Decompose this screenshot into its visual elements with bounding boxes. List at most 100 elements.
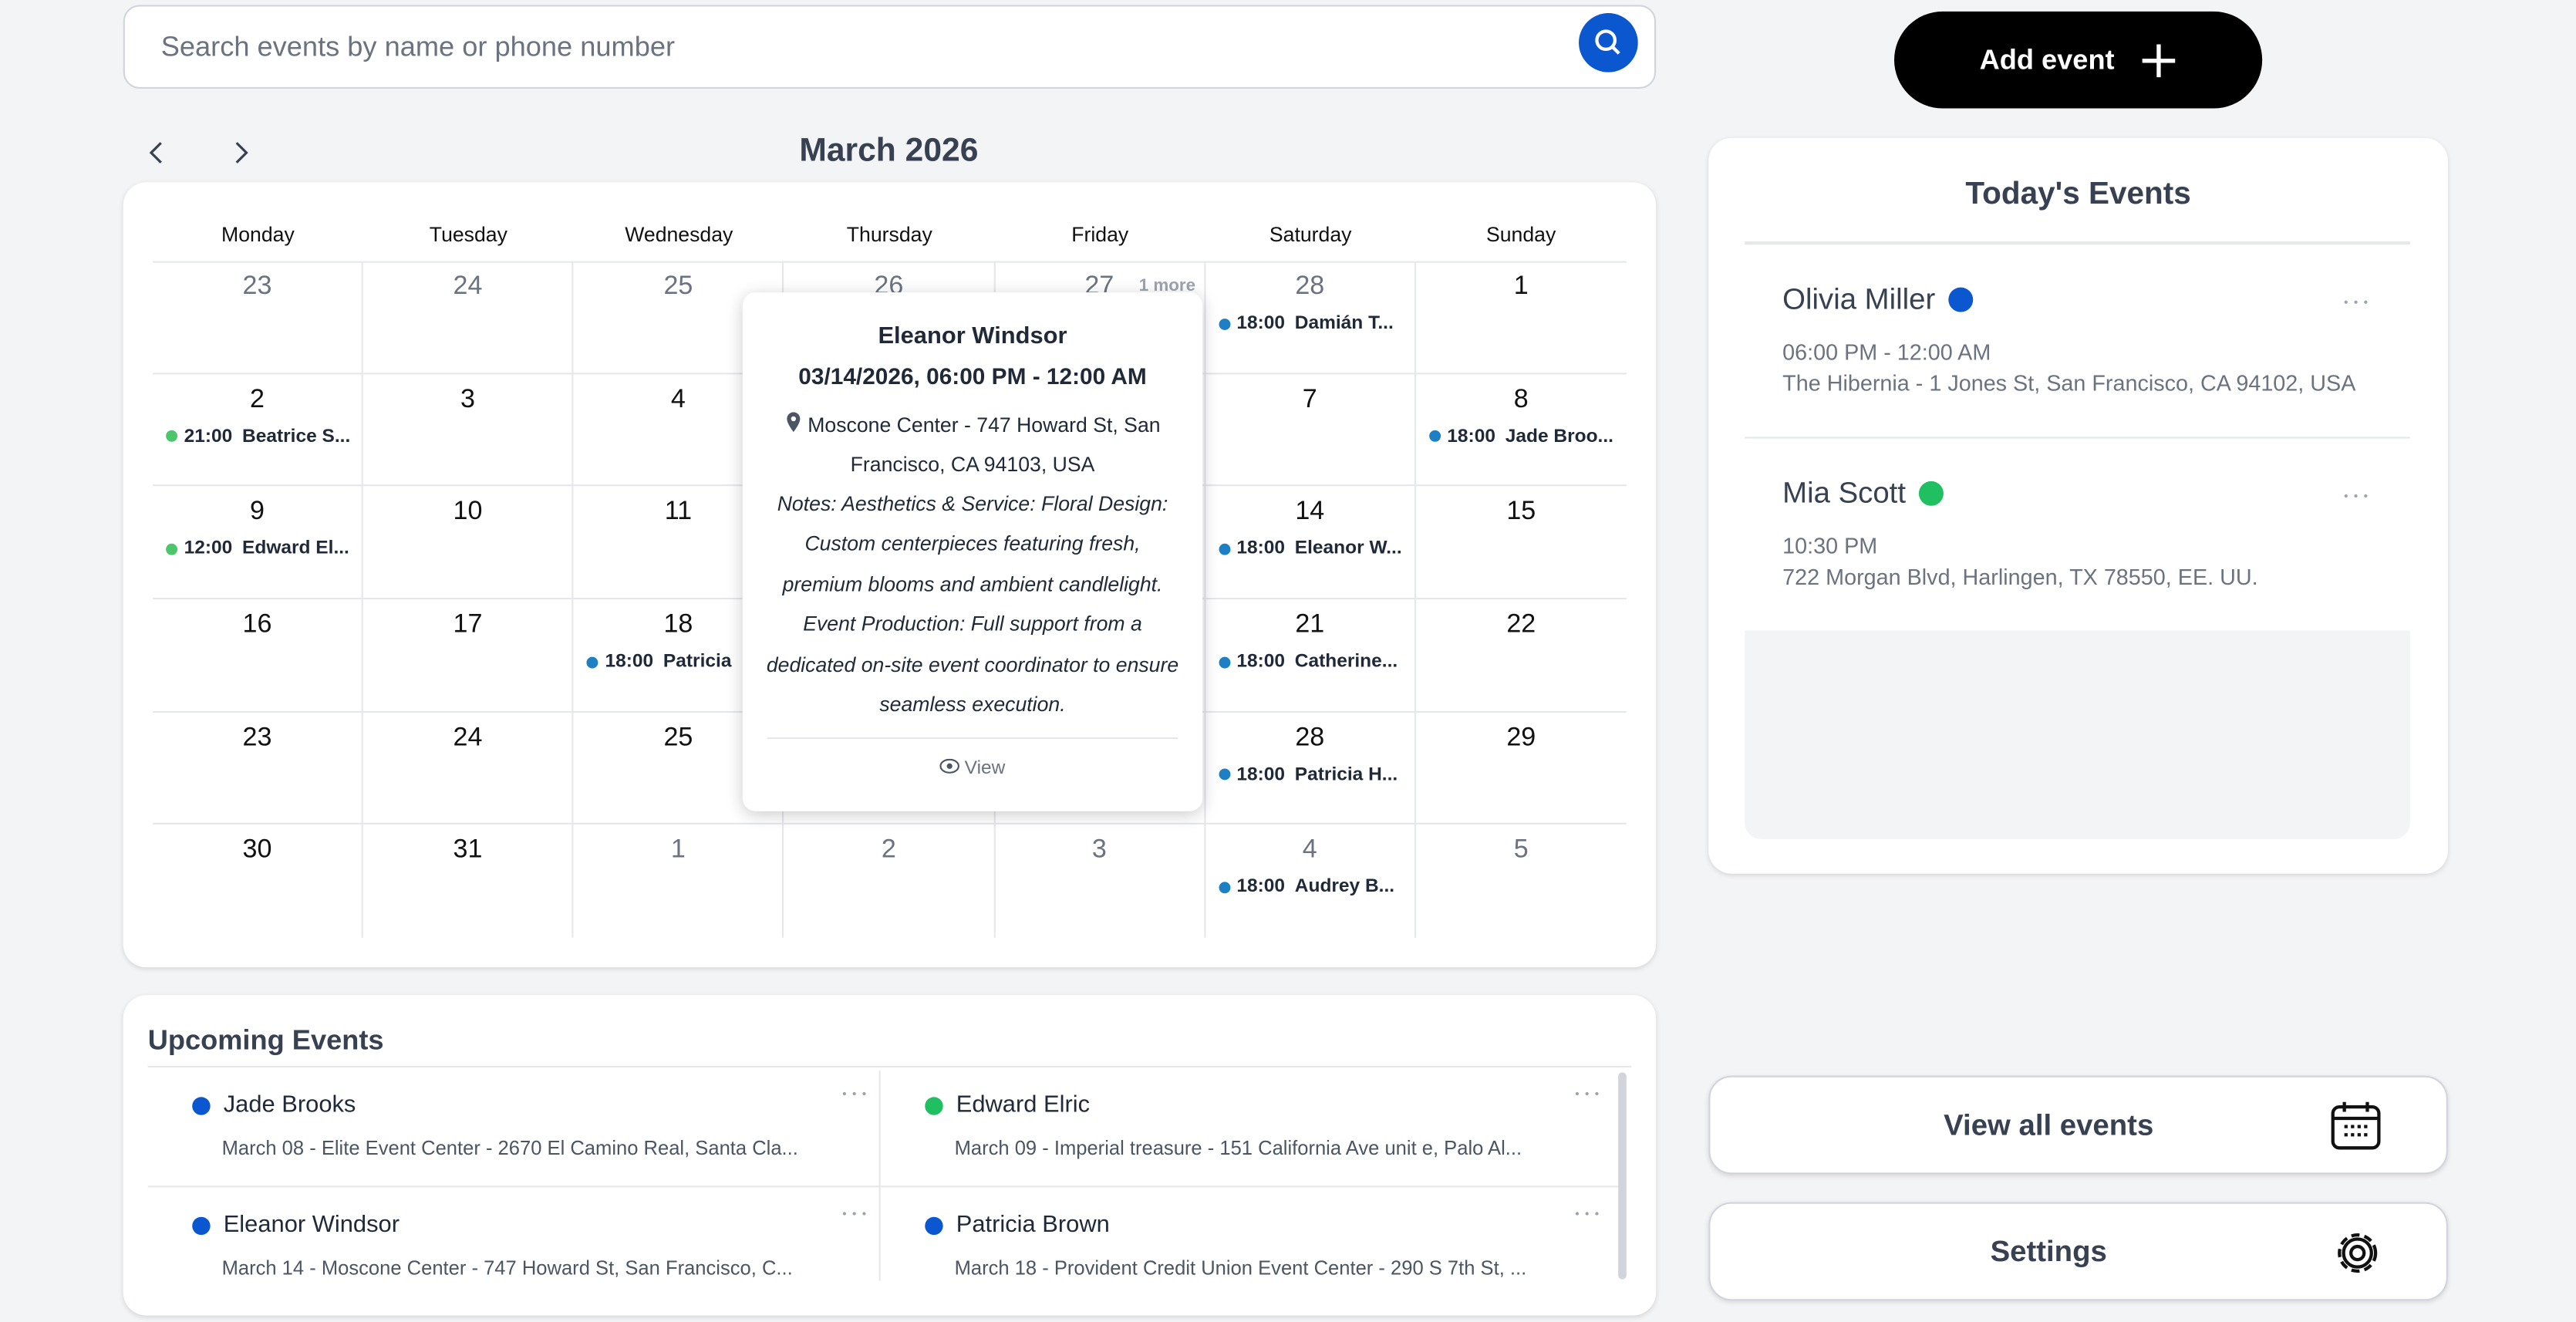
search-placeholder[interactable]: Search events by name or phone number	[160, 31, 676, 62]
calendar-event[interactable]: 12:00 Edward El...	[166, 539, 349, 559]
event-label[interactable]: Damián T...	[1294, 313, 1394, 334]
today-event[interactable]: Olivia Miller	[1782, 282, 1974, 317]
view-all-button[interactable]: View all events	[1708, 1075, 2448, 1175]
today-event[interactable]: Mia Scott	[1782, 476, 1944, 511]
more-link[interactable]: 1 more	[1138, 275, 1196, 296]
upcoming-event[interactable]: Eleanor Windsor	[192, 1212, 400, 1238]
event-time[interactable]: 18:00	[1236, 652, 1286, 672]
event-name[interactable]: Eleanor Windsor	[223, 1212, 400, 1239]
calendar-event[interactable]: 18:00 Jade Broo...	[1428, 426, 1613, 447]
more-menu[interactable]	[2343, 299, 2369, 306]
event-name[interactable]: Edward Elric	[956, 1091, 1091, 1118]
event-label[interactable]: Audrey B...	[1294, 877, 1395, 898]
day-number: 22	[1506, 611, 1536, 639]
day-cell[interactable]: 2 21:00 Beatrice S...	[153, 373, 364, 487]
day-number: 1	[670, 836, 686, 865]
day-number: 15	[1506, 497, 1536, 527]
day-cell[interactable]: 14 18:00 Eleanor W...	[1205, 486, 1416, 600]
day-cell[interactable]: 16	[153, 599, 364, 713]
event-name[interactable]: Jade Brooks	[223, 1091, 356, 1118]
calendar-event[interactable]: 18:00 Catherine...	[1218, 652, 1398, 672]
event-time[interactable]: 18:00	[1236, 877, 1286, 898]
more-menu[interactable]	[1574, 1091, 1600, 1098]
event-label[interactable]: Edward El...	[242, 539, 349, 559]
add-event-button[interactable]: Add event	[1894, 11, 2263, 109]
day-cell[interactable]: 1	[1415, 261, 1627, 374]
day-cell[interactable]: 28 18:00 Damián T...	[1205, 261, 1416, 374]
day-cell[interactable]: 23	[153, 712, 364, 825]
divider	[147, 1185, 1619, 1188]
day-cell[interactable]: 8 18:00 Jade Broo...	[1415, 374, 1627, 487]
day-cell[interactable]: 28 18:00 Patricia H...	[1205, 712, 1416, 825]
day-cell[interactable]: 10	[363, 486, 575, 600]
search-box[interactable]: Search events by name or phone number	[123, 5, 1657, 89]
upcoming-event[interactable]: Edward Elric	[925, 1092, 1090, 1118]
day-number: 3	[460, 385, 475, 413]
upcoming-event[interactable]: Jade Brooks	[192, 1092, 356, 1118]
search-button[interactable]	[1577, 12, 1640, 74]
scrollbar[interactable]	[1618, 1072, 1627, 1280]
day-cell[interactable]: 21 18:00 Catherine...	[1205, 599, 1416, 713]
day-cell[interactable]: 7	[1205, 373, 1416, 487]
popup-datetime: 03/14/2026, 06:00 PM - 12:00 AM	[798, 363, 1147, 390]
day-cell[interactable]: 9 12:00 Edward El...	[153, 486, 364, 600]
prev-month[interactable]	[143, 140, 169, 166]
day-cell[interactable]: 24	[363, 712, 575, 825]
day-cell[interactable]: 5	[1416, 825, 1627, 938]
event-label[interactable]: Patricia	[663, 652, 732, 672]
event-time[interactable]: 18:00	[1236, 539, 1286, 559]
day-cell[interactable]: 24	[363, 261, 575, 374]
event-label[interactable]: Beatrice S...	[242, 426, 351, 447]
day-cell[interactable]: 22	[1415, 599, 1627, 713]
event-label[interactable]: Eleanor W...	[1294, 539, 1402, 559]
event-time[interactable]: 12:00	[184, 539, 233, 559]
calendar-event[interactable]: 18:00 Patricia	[587, 652, 731, 672]
day-cell[interactable]: 23	[153, 261, 364, 374]
view-all-label[interactable]: View all events	[1944, 1108, 2154, 1142]
calendar-event[interactable]: 21:00 Beatrice S...	[166, 426, 351, 447]
event-time[interactable]: 18:00	[605, 652, 654, 672]
more-menu[interactable]	[2343, 493, 2369, 500]
day-cell[interactable]: 3	[995, 825, 1205, 938]
plus-icon	[2142, 43, 2176, 77]
empty-area	[1745, 630, 2410, 840]
day-number: 10	[453, 497, 483, 527]
event-time[interactable]: 21:00	[184, 426, 233, 447]
event-label[interactable]: Patricia H...	[1294, 764, 1398, 785]
calendar-event[interactable]: 18:00 Damián T...	[1218, 313, 1394, 334]
next-month[interactable]	[228, 140, 255, 166]
day-cell[interactable]: 2	[784, 825, 995, 938]
event-label[interactable]: Jade Broo...	[1505, 426, 1613, 447]
day-cell[interactable]: 18 18:00 Patricia	[574, 599, 784, 713]
calendar-event[interactable]: 18:00 Audrey B...	[1218, 877, 1395, 898]
more-menu[interactable]	[1574, 1210, 1600, 1217]
day-cell[interactable]: 30	[153, 825, 364, 938]
event-time: 06:00 PM - 12:00 AM	[1782, 339, 1991, 365]
event-time[interactable]: 18:00	[1236, 313, 1286, 334]
settings-label[interactable]: Settings	[1990, 1235, 2107, 1268]
popup-view-label[interactable]: View	[964, 759, 1006, 780]
event-name[interactable]: Patricia Brown	[956, 1212, 1110, 1239]
event-name[interactable]: Mia Scott	[1782, 476, 1906, 510]
upcoming-event[interactable]: Patricia Brown	[925, 1212, 1110, 1238]
event-time[interactable]: 18:00	[1447, 426, 1495, 447]
day-cell[interactable]: 3	[363, 373, 575, 487]
settings-button[interactable]: Settings	[1708, 1202, 2448, 1301]
add-event-label[interactable]: Add event	[1979, 43, 2115, 75]
popup-view[interactable]: View	[767, 737, 1178, 780]
day-cell[interactable]: 1	[574, 825, 784, 938]
event-dot	[1218, 318, 1230, 329]
day-cell[interactable]: 15	[1415, 487, 1627, 600]
day-cell[interactable]: 17	[363, 599, 575, 713]
more-menu[interactable]	[841, 1091, 868, 1098]
calendar-event[interactable]: 18:00 Patricia H...	[1218, 764, 1398, 785]
more-menu[interactable]	[841, 1210, 868, 1217]
event-label[interactable]: Catherine...	[1294, 652, 1398, 672]
day-cell[interactable]: 29	[1415, 712, 1627, 825]
event-name[interactable]: Olivia Miller	[1782, 282, 1936, 315]
event-time[interactable]: 18:00	[1236, 764, 1286, 785]
day-cell[interactable]: 31	[363, 825, 575, 938]
day-cell[interactable]: 4 18:00 Audrey B...	[1205, 825, 1416, 938]
calendar-event[interactable]: 18:00 Eleanor W...	[1218, 539, 1402, 559]
day-number: 3	[1091, 836, 1107, 865]
